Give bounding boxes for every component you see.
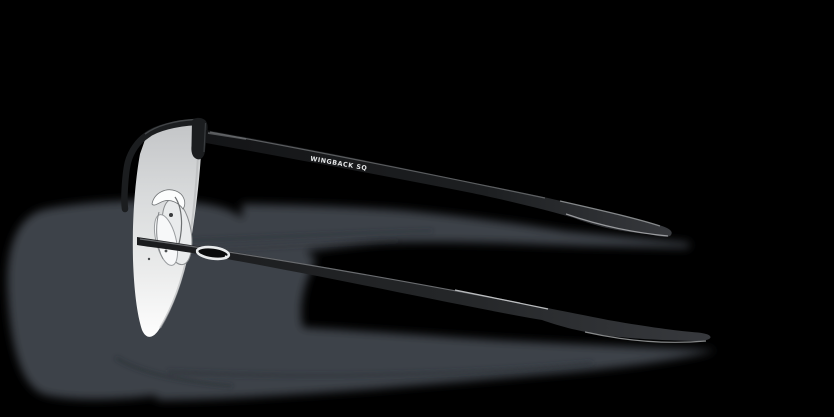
nose-pad-crevice [156, 211, 164, 260]
lens-screw-dot [147, 257, 151, 261]
shadow-streak [167, 361, 593, 378]
oakley-ellipse-glint [224, 255, 227, 258]
temple-arm-far [137, 237, 711, 343]
nose-pad-crevice [174, 196, 183, 248]
shadow-contact-curve [115, 356, 233, 388]
shadow-streak [174, 229, 433, 243]
oakley-ellipse-ring [195, 245, 231, 261]
nose-pad-screw [169, 213, 173, 217]
shadow-lower-temple-band [140, 324, 716, 400]
temple-arm-near-top-highlight [209, 131, 546, 199]
nose-pad-arm-hook [151, 189, 186, 210]
temple-tip-top-highlight [559, 200, 661, 227]
brow-rim-and-bridge [121, 118, 200, 213]
hinge-highlight [207, 132, 247, 140]
frame-front [121, 117, 208, 213]
temple-arm-far-body [137, 237, 711, 341]
temple-arm-near-body [206, 130, 672, 237]
shadow-upper-temple-band [242, 204, 690, 263]
temple-tip-under-highlight [565, 213, 669, 237]
endpiece [191, 117, 208, 160]
nose-pad-screw [164, 249, 168, 253]
temple-tip-under-highlight [584, 331, 707, 343]
brow-rim-highlight [144, 118, 196, 135]
oakley-ellipse-icon [195, 245, 231, 261]
nose-pads [151, 189, 193, 266]
temple-arm-far-bright-highlight [454, 289, 549, 310]
endpiece-highlight [203, 122, 207, 153]
